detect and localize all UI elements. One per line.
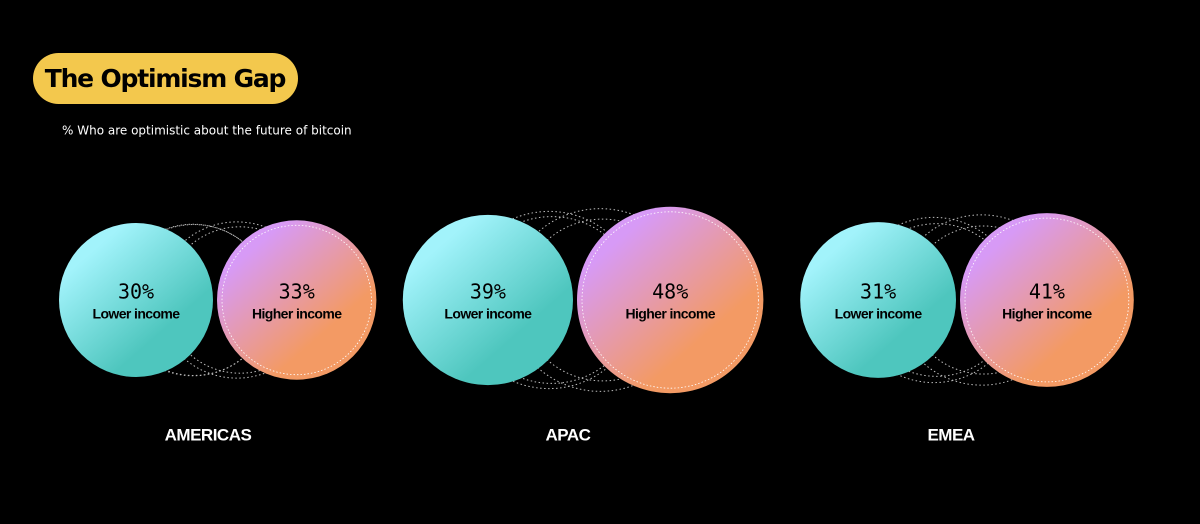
bubble [59,223,213,377]
plot: 30% Lower income 33% Higher income AMERICAS 3… [59,206,1134,444]
value-label: 31% [860,280,896,304]
series-label: Higher income [252,306,342,322]
series-label: Lower income [93,306,181,322]
bubble [960,213,1134,387]
inner-ring [964,217,1130,383]
bubble [800,222,956,378]
value-label: 33% [279,280,315,304]
series-label: Lower income [835,306,923,322]
series-label: Lower income [444,306,532,322]
inner-ring [221,224,372,376]
series-label: Higher income [1002,306,1092,322]
category-label: APAC [546,425,591,444]
value-label: 39% [470,280,506,304]
ghost-ring [849,216,1019,384]
category-label: EMEA [927,425,974,444]
title-badge [33,53,298,104]
chart-subtitle: % Who are optimistic about the future of… [62,124,352,138]
inner-ring [581,211,759,389]
bubble [402,214,573,386]
bubble [217,220,377,380]
value-label: 41% [1029,280,1065,304]
category-label: AMERICAS [165,425,252,444]
chart-title: The Optimism Gap [45,64,286,93]
value-label: 30% [118,280,154,304]
value-label: 48% [652,280,688,304]
series-label: Higher income [625,306,715,322]
bubble [577,206,764,394]
